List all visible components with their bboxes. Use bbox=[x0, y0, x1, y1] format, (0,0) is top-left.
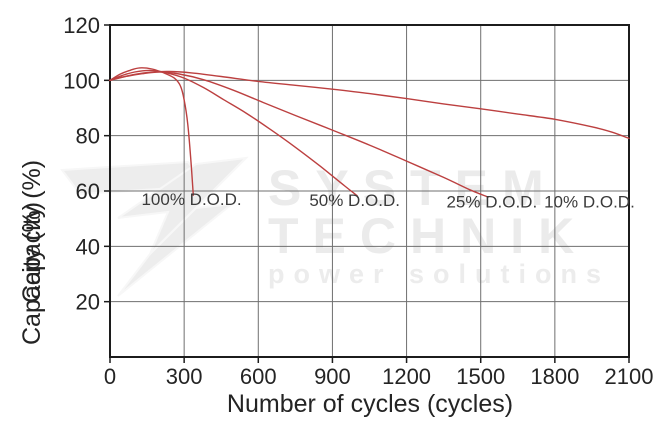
curve-label: 100% D.O.D. bbox=[141, 190, 241, 209]
curve-label: 50% D.O.D. bbox=[309, 191, 400, 210]
x-axis-title: Number of cycles (cycles) bbox=[227, 390, 513, 418]
y-tick-label: 80 bbox=[76, 124, 100, 149]
watermark-text-technik: TECHNIK bbox=[268, 208, 588, 264]
y-tick-label: 60 bbox=[76, 179, 100, 204]
plot-area: 0 300 600 900 1200 1500 1800 2100 20 40 60 80 100 120… bbox=[63, 13, 653, 389]
watermark: SYSTEM TECHNIK power solutions bbox=[60, 156, 610, 297]
curve-100-d-o-d bbox=[109, 67, 194, 196]
curve-label: 25% D.O.D. bbox=[446, 193, 537, 212]
y-tick-label: 120 bbox=[63, 13, 100, 38]
watermark-text-system: SYSTEM bbox=[268, 160, 558, 216]
watermark-logo-swoosh-icon bbox=[60, 156, 249, 297]
curve-50-d-o-d bbox=[109, 69, 358, 197]
x-tick-label: 600 bbox=[240, 364, 277, 389]
plot-frame bbox=[109, 24, 630, 358]
x-tick-label: 900 bbox=[314, 364, 351, 389]
y-tick-label: 100 bbox=[63, 68, 100, 93]
curve-10-d-o-d bbox=[109, 70, 630, 140]
x-tick-label: 1200 bbox=[382, 364, 431, 389]
x-tick-label: 1500 bbox=[456, 364, 505, 389]
y-tick-label: 20 bbox=[76, 290, 100, 315]
x-tick-label: 300 bbox=[166, 364, 203, 389]
curve-label: 10% D.O.D. bbox=[544, 193, 635, 212]
y-tick-label: 40 bbox=[76, 234, 100, 259]
x-tick-label: 2100 bbox=[605, 364, 654, 389]
y-axis-title: Capacity (%) bbox=[18, 202, 46, 345]
watermark-text-power-solutions: power solutions bbox=[268, 259, 610, 289]
x-tick-label: 0 bbox=[104, 364, 116, 389]
y-axis-title-ghost-copy: Capacity (%) bbox=[18, 160, 46, 303]
x-tick-label: 1800 bbox=[530, 364, 579, 389]
